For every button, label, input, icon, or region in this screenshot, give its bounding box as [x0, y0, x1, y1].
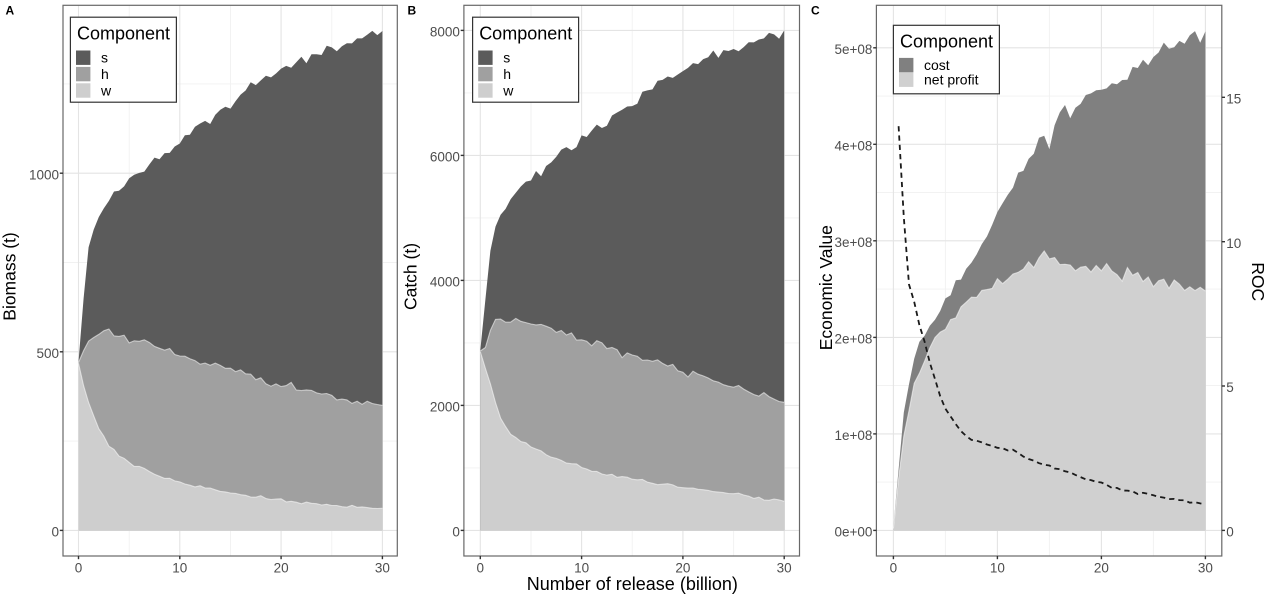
- svg-text:10: 10: [1226, 236, 1241, 251]
- svg-text:w: w: [100, 83, 112, 99]
- svg-text:Catch (t): Catch (t): [400, 243, 420, 310]
- svg-text:15: 15: [1226, 92, 1241, 107]
- svg-text:net profit: net profit: [924, 72, 979, 88]
- svg-text:8000: 8000: [430, 25, 460, 40]
- svg-text:3e+08: 3e+08: [834, 235, 872, 250]
- svg-text:s: s: [503, 50, 510, 66]
- svg-text:0: 0: [477, 561, 485, 576]
- svg-text:ROC: ROC: [1248, 262, 1268, 301]
- svg-text:10: 10: [990, 561, 1005, 576]
- svg-text:s: s: [101, 50, 108, 66]
- svg-text:30: 30: [375, 561, 390, 576]
- svg-text:h: h: [101, 66, 109, 82]
- svg-text:B: B: [408, 3, 417, 17]
- svg-text:0: 0: [452, 525, 460, 540]
- svg-text:6000: 6000: [430, 150, 460, 165]
- svg-text:A: A: [6, 3, 15, 17]
- svg-text:4000: 4000: [430, 275, 460, 290]
- svg-text:w: w: [502, 83, 514, 99]
- svg-text:Component: Component: [900, 32, 993, 52]
- svg-text:Component: Component: [479, 24, 572, 44]
- svg-text:2e+08: 2e+08: [834, 332, 872, 347]
- svg-text:h: h: [503, 66, 511, 82]
- svg-text:4e+08: 4e+08: [834, 139, 872, 154]
- svg-text:0: 0: [1226, 525, 1234, 540]
- svg-text:2000: 2000: [430, 400, 460, 415]
- svg-text:1000: 1000: [29, 167, 59, 182]
- svg-text:0: 0: [51, 525, 59, 540]
- svg-text:10: 10: [172, 561, 187, 576]
- svg-text:Economic Value: Economic Value: [816, 225, 836, 350]
- svg-text:5: 5: [1226, 380, 1234, 395]
- svg-text:0: 0: [75, 561, 83, 576]
- svg-text:10: 10: [574, 561, 589, 576]
- svg-text:20: 20: [675, 561, 690, 576]
- svg-text:5e+08: 5e+08: [834, 42, 872, 57]
- svg-text:30: 30: [777, 561, 792, 576]
- svg-text:Number of release (billion): Number of release (billion): [527, 574, 738, 594]
- svg-text:1e+08: 1e+08: [834, 428, 872, 443]
- svg-text:Biomass (t): Biomass (t): [0, 232, 20, 320]
- svg-text:Component: Component: [77, 24, 170, 44]
- svg-text:0: 0: [890, 561, 898, 576]
- svg-text:cost: cost: [924, 57, 950, 73]
- svg-text:0e+00: 0e+00: [834, 525, 872, 540]
- svg-text:500: 500: [36, 346, 59, 361]
- svg-text:20: 20: [1094, 561, 1109, 576]
- svg-text:C: C: [811, 3, 820, 17]
- svg-text:20: 20: [274, 561, 289, 576]
- svg-text:30: 30: [1198, 561, 1213, 576]
